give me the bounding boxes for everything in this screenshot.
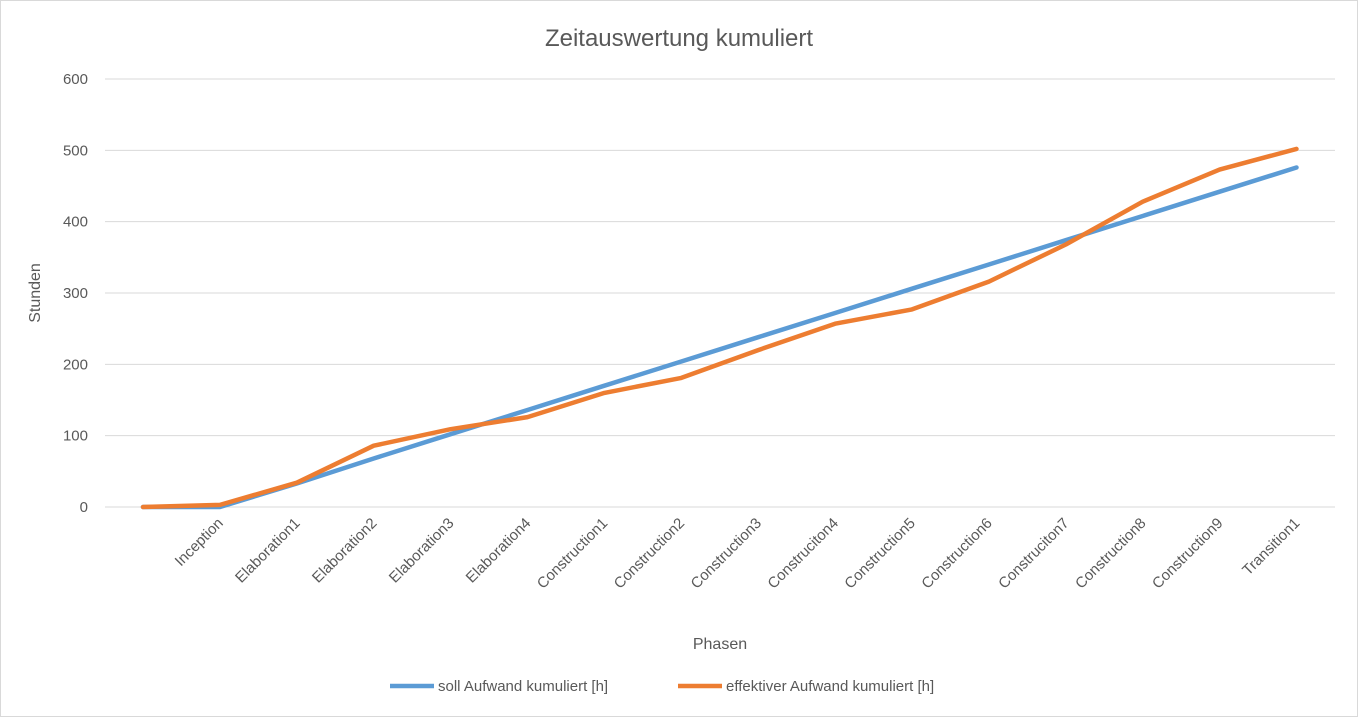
x-tick-label: Elaboration3 [386,515,458,587]
series-line-0 [140,165,1299,510]
x-tick-label: Construction8 [1072,515,1149,592]
y-tick-label: 300 [63,285,88,302]
x-tick-label: Elaboration2 [309,515,381,587]
gridlines [105,78,1335,508]
x-tick-label: Construction2 [611,515,688,592]
x-tick-label: Elaboration4 [463,515,535,587]
x-axis-title: Phasen [693,636,747,653]
series-line-1 [140,146,1299,510]
y-tick-label: 400 [63,214,88,231]
x-tick-label: Inception [172,515,227,570]
x-tick-label: Construciton7 [995,515,1072,592]
x-tick-label: Elaboration1 [232,515,304,587]
x-tick-label: Construction1 [534,515,611,592]
y-axis-ticks: 0 100 200 300 400 500 600 [63,71,88,516]
legend-label-1: effektiver Aufwand kumuliert [h] [726,678,934,695]
legend: soll Aufwand kumuliert [h] effektiver Auf… [390,678,934,695]
y-tick-label: 500 [63,142,88,159]
x-axis-ticks: Inception Elaboration1 Elaboration2 Elabora… [172,515,1304,592]
y-tick-label: 100 [63,428,88,445]
x-tick-label: Construction3 [688,515,765,592]
x-tick-label: Construciton4 [764,515,841,592]
series-lines [140,146,1299,510]
legend-label-0: soll Aufwand kumuliert [h] [438,678,608,695]
x-tick-label: Construction6 [918,515,995,592]
x-tick-label: Transition1 [1239,515,1303,579]
chart-title: Zeitauswertung kumuliert [545,25,813,52]
y-tick-label: 200 [63,356,88,373]
y-axis-title: Stunden [27,263,44,323]
x-tick-label: Construction9 [1149,515,1226,592]
x-tick-label: Construction5 [841,515,918,592]
y-tick-label: 0 [80,499,88,516]
y-tick-label: 600 [63,71,88,88]
